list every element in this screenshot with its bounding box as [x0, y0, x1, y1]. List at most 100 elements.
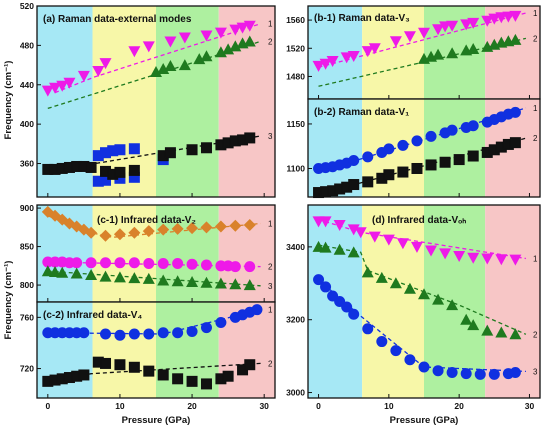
- series-label: 1: [268, 219, 273, 228]
- panel-title: (b-1) Raman data-V₃: [314, 13, 410, 24]
- pressure-region: [92, 205, 156, 302]
- data-point: [418, 27, 430, 39]
- data-point: [404, 354, 416, 366]
- data-point: [164, 147, 176, 159]
- x-tick-label: 30: [259, 401, 269, 411]
- x-axis-label: Pressure (GPa): [390, 415, 459, 426]
- data-point: [460, 368, 472, 380]
- plot-frame: [307, 98, 541, 198]
- data-point: [214, 46, 227, 58]
- data-point: [85, 257, 97, 269]
- data-point: [164, 36, 177, 48]
- data-point: [63, 77, 76, 89]
- data-point: [85, 161, 97, 173]
- data-point: [243, 20, 256, 32]
- data-point: [193, 53, 206, 65]
- data-point: [243, 279, 256, 291]
- data-point: [312, 60, 325, 72]
- data-point: [128, 164, 140, 176]
- data-point: [99, 229, 112, 242]
- data-point: [229, 40, 242, 52]
- data-point: [56, 80, 69, 92]
- data-point: [347, 246, 360, 258]
- data-point: [481, 15, 494, 27]
- y-tick-label: 800: [20, 280, 34, 290]
- data-point: [467, 150, 479, 162]
- data-point: [92, 65, 105, 77]
- data-point: [114, 144, 126, 156]
- data-point: [85, 226, 98, 239]
- data-point: [200, 30, 213, 42]
- data-point: [509, 137, 521, 149]
- data-point: [157, 63, 170, 75]
- data-point: [200, 276, 213, 288]
- data-point: [99, 58, 112, 70]
- y-axis-label: Frequency (cm⁻¹): [3, 61, 14, 140]
- data-point: [348, 154, 360, 166]
- data-point: [348, 179, 360, 191]
- fit-line: [318, 244, 527, 335]
- series-label: 2: [533, 134, 538, 143]
- data-point: [319, 216, 332, 228]
- data-point: [453, 154, 465, 166]
- series-label: 2: [268, 263, 273, 272]
- y-tick-label: 3000: [286, 388, 305, 398]
- x-tick-label: 20: [187, 401, 197, 411]
- series-label: 1: [268, 20, 273, 29]
- data-point: [244, 261, 256, 273]
- data-point: [99, 270, 112, 282]
- y-tick-label: 520: [20, 1, 34, 11]
- data-point: [509, 367, 521, 379]
- data-point: [186, 275, 199, 287]
- data-point: [186, 258, 198, 270]
- data-point: [143, 365, 155, 377]
- data-point: [375, 271, 388, 283]
- series-label: 3: [533, 367, 538, 376]
- data-point: [157, 327, 169, 339]
- data-point: [410, 241, 423, 253]
- data-point: [467, 17, 480, 29]
- data-point: [70, 267, 83, 279]
- data-point: [128, 226, 141, 239]
- data-point: [157, 223, 170, 236]
- data-point: [186, 144, 198, 156]
- data-point: [509, 328, 522, 340]
- data-point: [446, 124, 458, 136]
- data-point: [340, 52, 353, 64]
- data-point: [488, 13, 501, 25]
- panel-title: (b-2) Raman data-V₁: [314, 107, 409, 118]
- series-label: 1: [533, 255, 538, 264]
- data-point: [114, 166, 126, 178]
- data-point: [214, 220, 227, 233]
- data-point: [439, 248, 452, 260]
- data-point: [244, 132, 256, 144]
- panel-title: (d) Infrared data-Vₒₕ: [372, 215, 466, 226]
- data-point: [333, 243, 346, 255]
- data-point: [488, 368, 500, 380]
- series-label: 2: [533, 34, 538, 43]
- panel-a: 1 2 3 360 400 440 480 520 (a) Raman data-externa…: [20, 1, 276, 198]
- data-point: [78, 327, 90, 339]
- data-point: [142, 272, 155, 284]
- data-point: [128, 328, 140, 340]
- data-point: [78, 369, 90, 381]
- data-point: [142, 225, 155, 238]
- data-point: [397, 166, 409, 178]
- data-point: [77, 70, 90, 82]
- data-point: [432, 293, 445, 305]
- data-point: [164, 60, 177, 72]
- data-point: [100, 257, 112, 269]
- data-point: [348, 308, 360, 320]
- x-tick-label: 10: [384, 401, 394, 411]
- data-point: [100, 328, 112, 340]
- data-point: [49, 265, 62, 277]
- data-point: [244, 359, 256, 371]
- data-point: [446, 20, 459, 32]
- data-point: [128, 272, 141, 284]
- data-point: [446, 47, 459, 59]
- plot-frame: [36, 301, 276, 399]
- data-point: [425, 159, 437, 171]
- data-point: [446, 367, 458, 379]
- data-point: [362, 323, 374, 335]
